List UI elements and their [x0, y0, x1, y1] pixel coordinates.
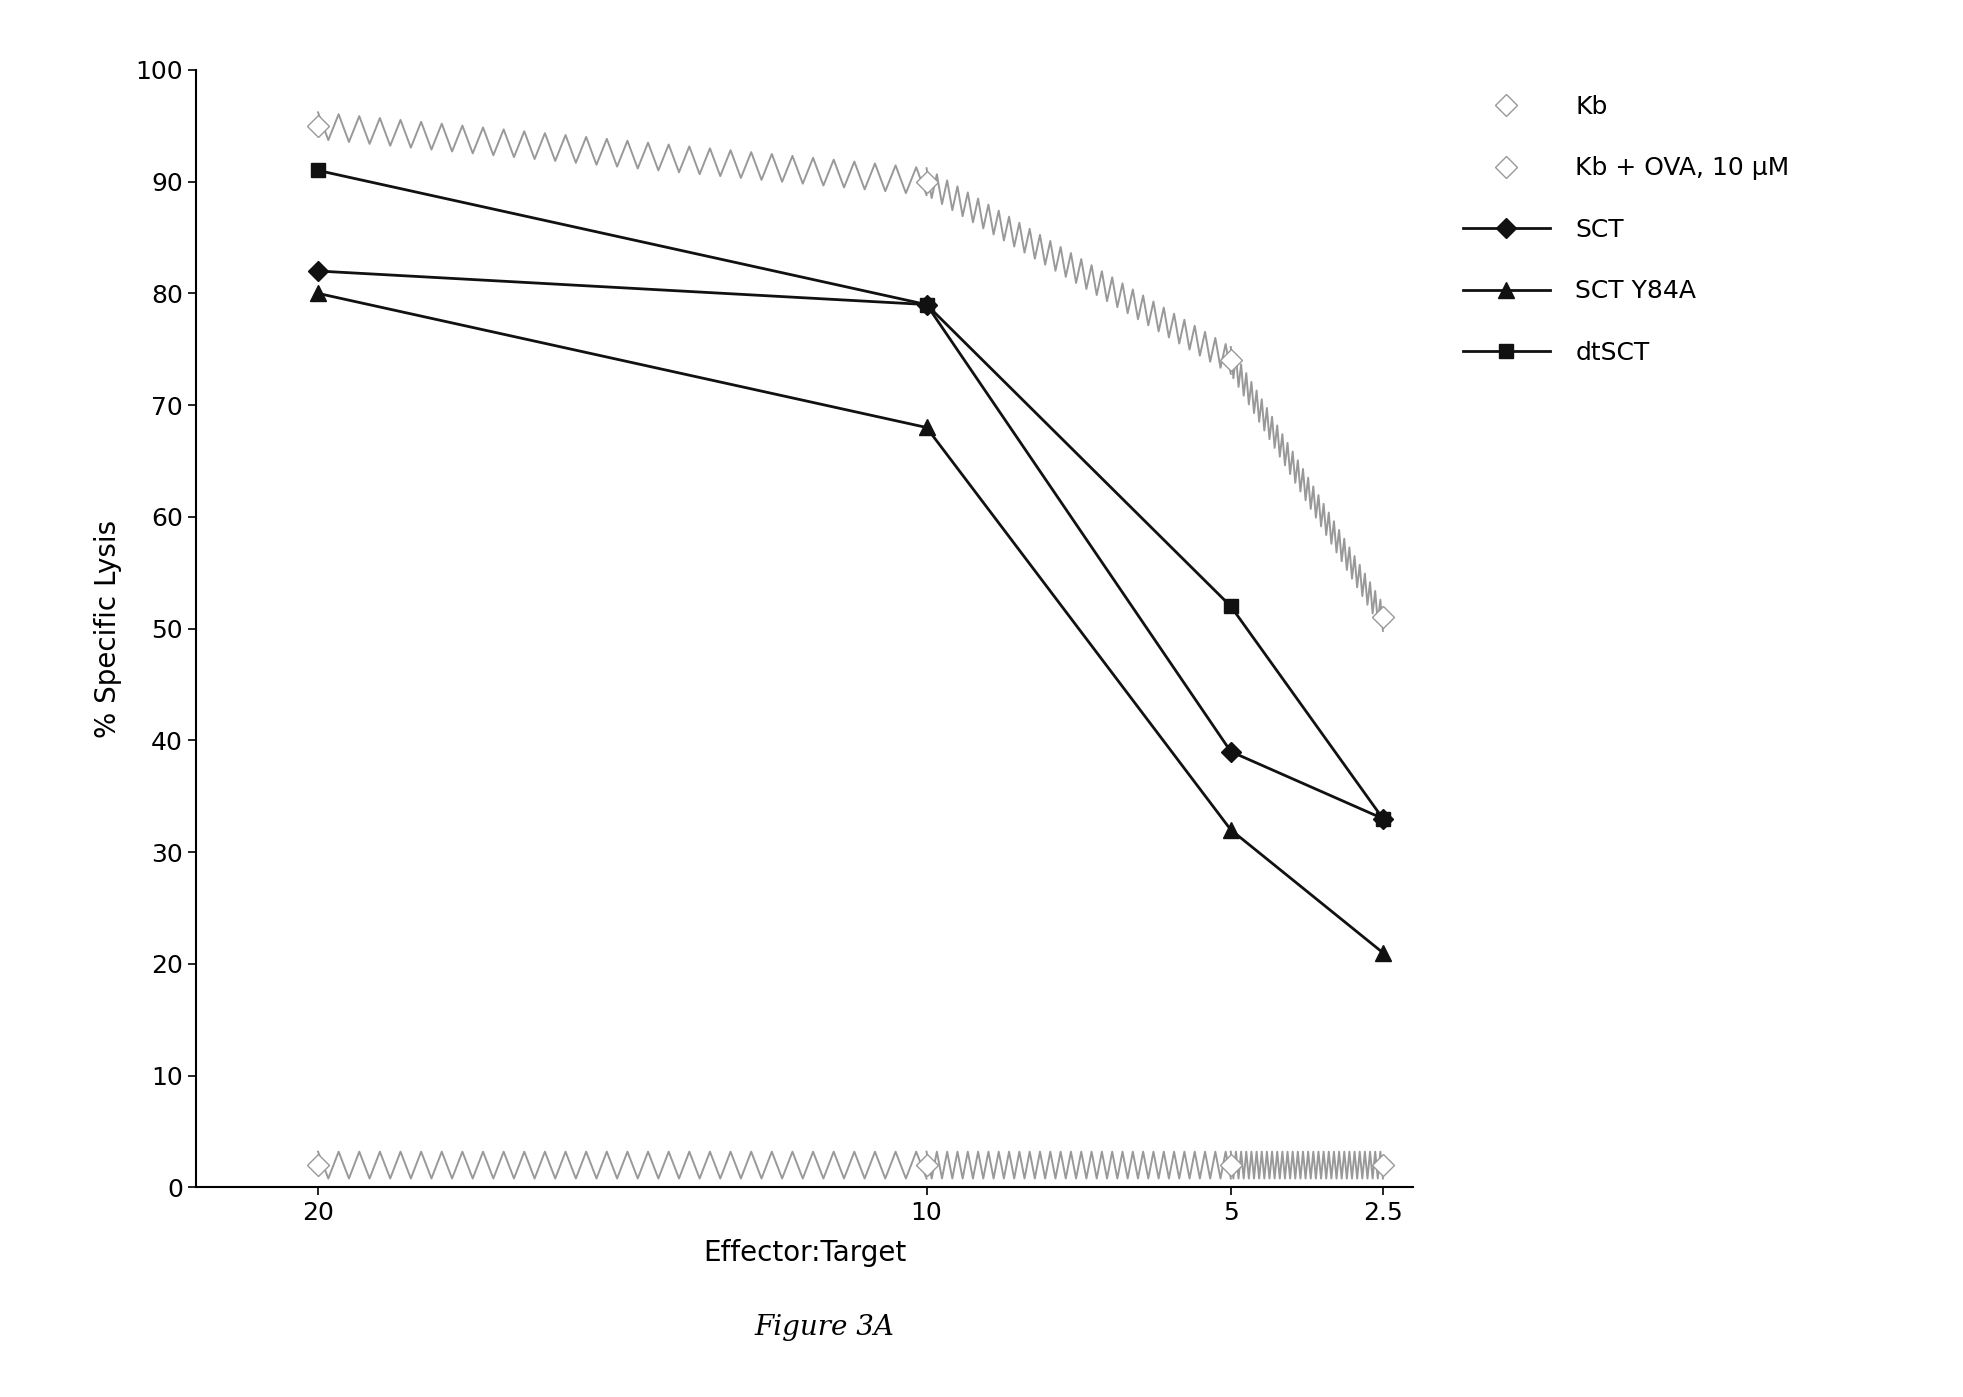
dtSCT	[306, 162, 330, 179]
Line: Kb: Kb	[310, 1158, 1390, 1172]
SCT Y84A	[306, 285, 330, 302]
SCT	[1219, 743, 1243, 760]
Kb	[915, 1157, 938, 1173]
Kb	[1219, 1157, 1243, 1173]
Kb + OVA, 10 μM	[1370, 609, 1394, 626]
SCT Y84A	[915, 419, 938, 436]
SCT	[306, 263, 330, 279]
Kb + OVA, 10 μM	[1219, 352, 1243, 369]
SCT	[1370, 810, 1394, 827]
Kb + OVA, 10 μM	[306, 117, 330, 134]
Legend: Kb, Kb + OVA, 10 μM, SCT, SCT Y84A, dtSCT: Kb, Kb + OVA, 10 μM, SCT, SCT Y84A, dtSC…	[1451, 82, 1802, 377]
Line: SCT Y84A: SCT Y84A	[310, 286, 1390, 960]
dtSCT	[915, 296, 938, 313]
SCT Y84A	[1219, 821, 1243, 838]
Kb	[306, 1157, 330, 1173]
Line: SCT: SCT	[310, 264, 1390, 826]
Kb	[1370, 1157, 1394, 1173]
dtSCT	[1219, 598, 1243, 615]
SCT	[915, 296, 938, 313]
Kb + OVA, 10 μM	[915, 173, 938, 190]
SCT Y84A	[1370, 944, 1394, 961]
Line: Kb + OVA, 10 μM: Kb + OVA, 10 μM	[310, 119, 1390, 624]
dtSCT	[1370, 810, 1394, 827]
Line: dtSCT: dtSCT	[310, 163, 1390, 826]
X-axis label: Effector:Target: Effector:Target	[703, 1239, 907, 1267]
Text: Figure 3A: Figure 3A	[754, 1315, 895, 1341]
Y-axis label: % Specific Lysis: % Specific Lysis	[94, 520, 122, 738]
